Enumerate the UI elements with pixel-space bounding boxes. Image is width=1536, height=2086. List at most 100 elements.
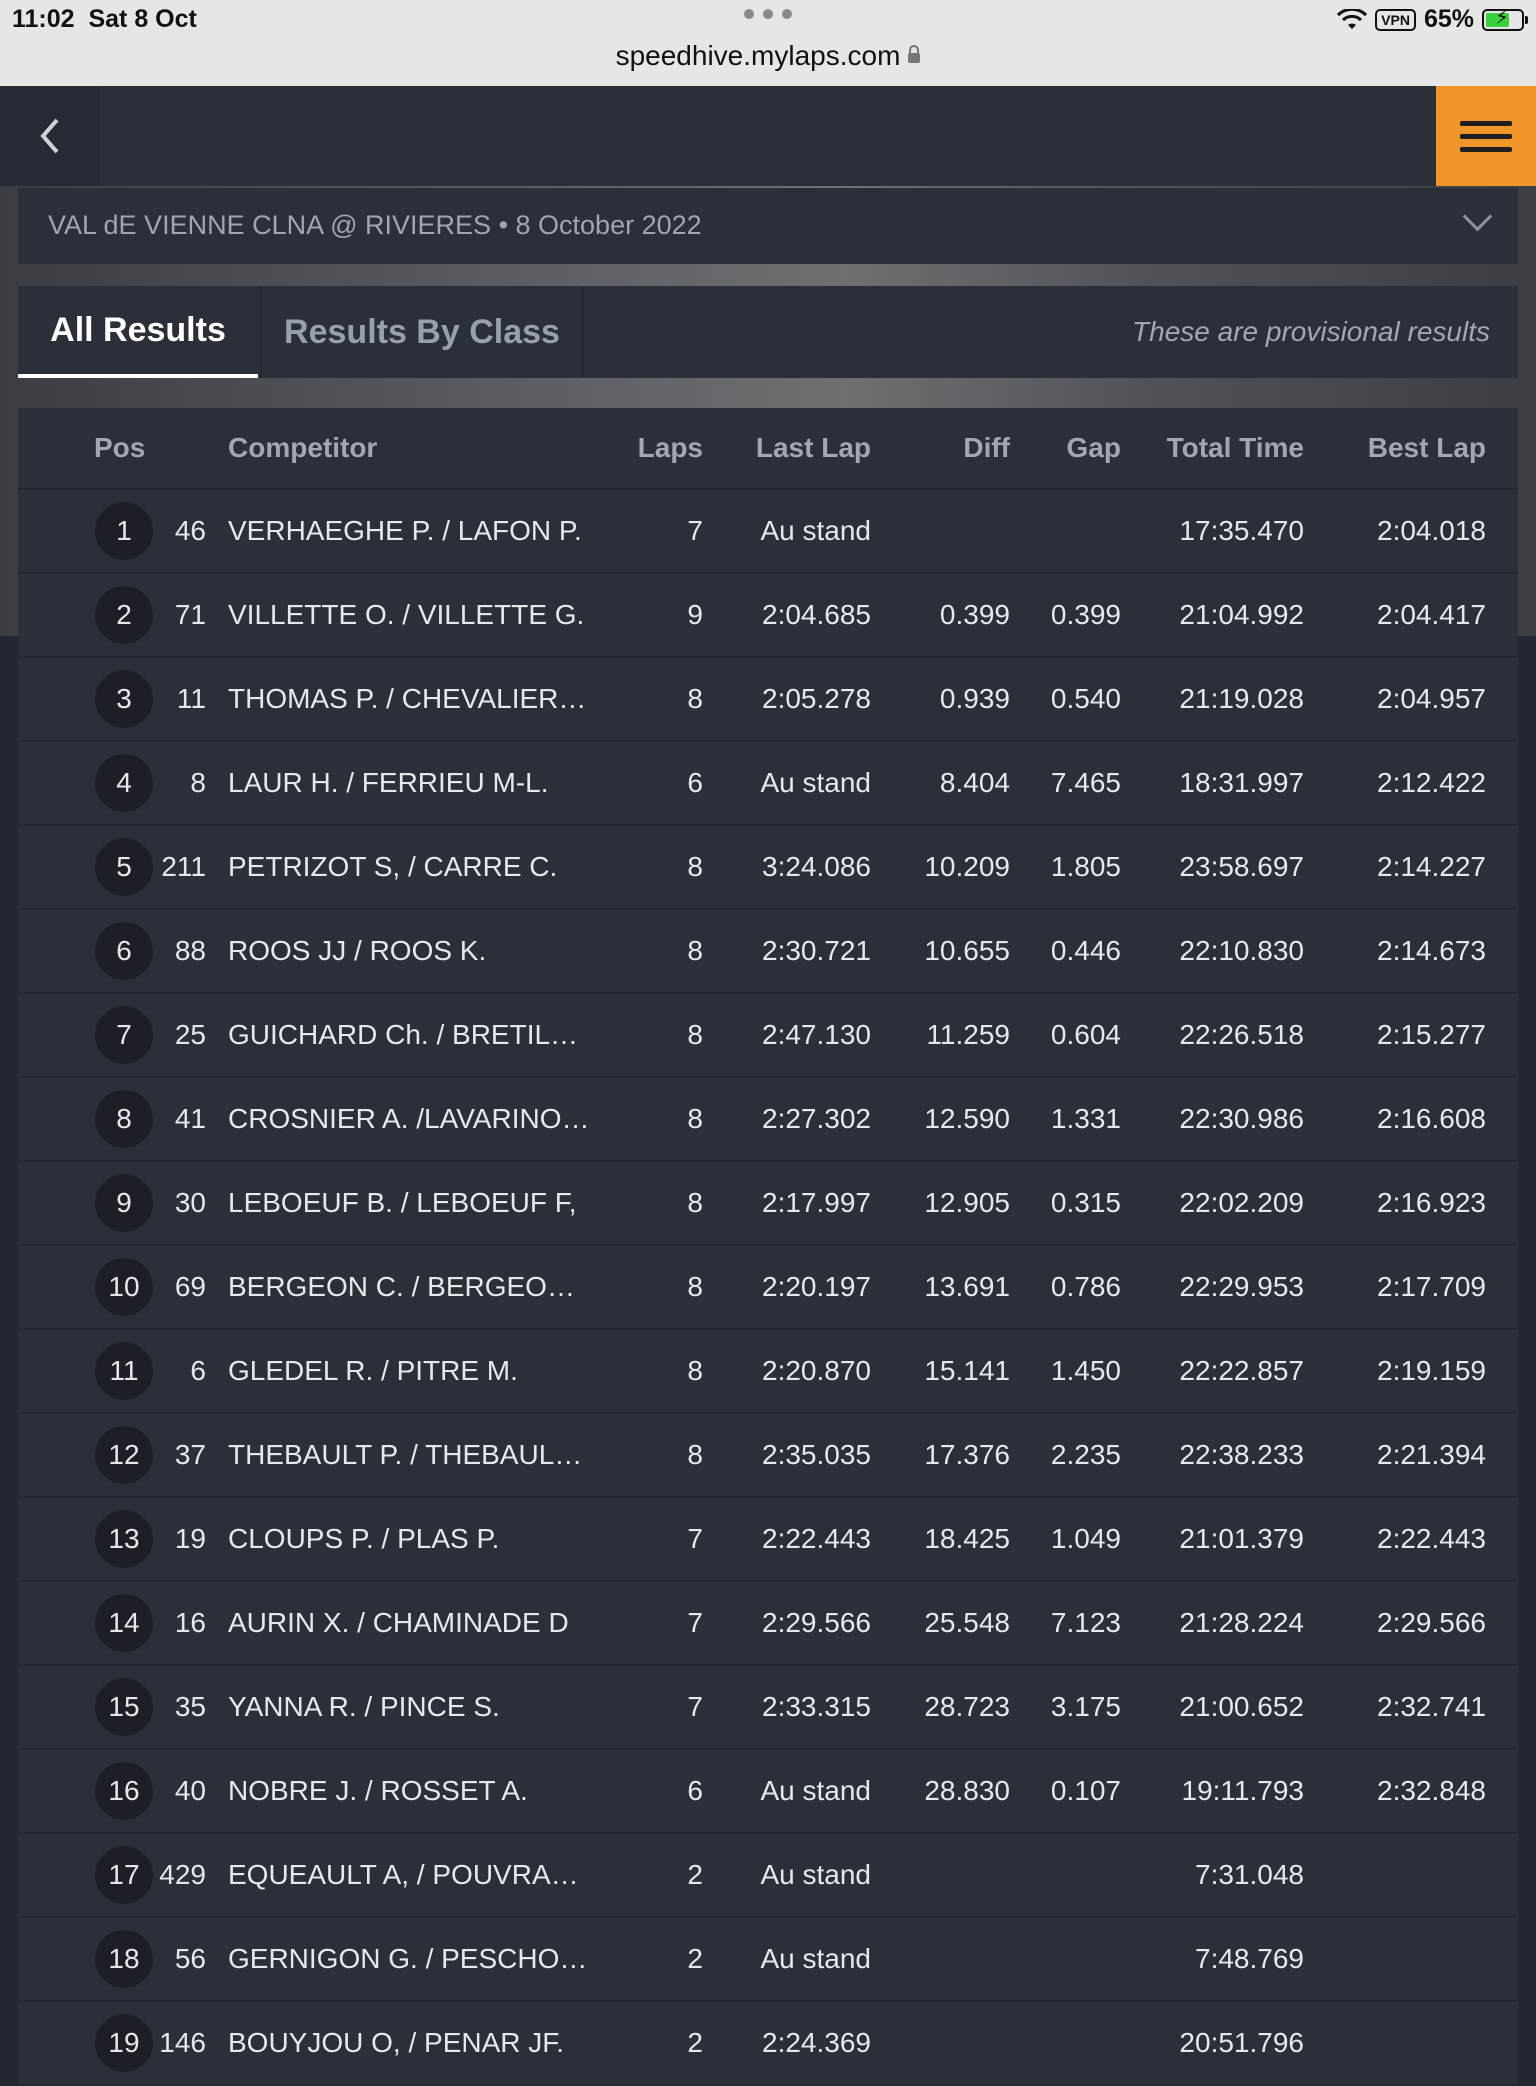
best-lap-value: 2:04.957 [1377, 683, 1486, 714]
table-row[interactable]: 13 19 CLOUPS P. / PLAS P. 7 2:22.443 18.425 1.… [18, 1498, 1518, 1582]
diff-value: 28.830 [924, 1775, 1010, 1806]
best-lap-value: 2:04.417 [1377, 599, 1486, 630]
gap-value: 0.315 [1050, 1187, 1121, 1218]
total-time-value: 23:58.697 [1179, 851, 1304, 882]
last-lap-value: 2:20.870 [762, 1355, 871, 1386]
diff-value: 28.723 [924, 1691, 1010, 1722]
table-row[interactable]: 11 6 GLEDEL R. / PITRE M. 8 2:20.870 15.141 1.… [18, 1330, 1518, 1414]
table-row[interactable]: 10 69 BERGEON C. / BERGEO… 8 2:20.197 13.691 0… [18, 1246, 1518, 1330]
diff-value: 12.590 [924, 1103, 1010, 1134]
table-row[interactable]: 3 11 THOMAS P. / CHEVALIER… 8 2:05.278 0.939 0… [18, 658, 1518, 742]
best-lap-value [1318, 1918, 1486, 2000]
position-cell: 3 [94, 658, 154, 740]
provisional-note: These are provisional results [1132, 316, 1490, 347]
position-cell: 11 [94, 1330, 154, 1412]
laps-value: 7 [687, 1691, 703, 1722]
diff-value [878, 490, 1010, 572]
position-cell: 1 [94, 490, 154, 572]
header-pos[interactable]: Pos [94, 432, 146, 463]
gap-value [1018, 1834, 1121, 1916]
laps-value: 8 [687, 683, 703, 714]
table-row[interactable]: 12 37 THEBAULT P. / THEBAUL… 8 2:35.035 17.37… [18, 1414, 1518, 1498]
car-number: 69 [174, 1271, 206, 1302]
car-number: 146 [159, 2027, 206, 2058]
last-lap-value: Au stand [760, 767, 871, 798]
header-diff[interactable]: Diff [963, 432, 1010, 463]
position-cell: 5 [94, 826, 154, 908]
table-row[interactable]: 7 25 GUICHARD Ch. / BRETIL… 8 2:47.130 11.259… [18, 994, 1518, 1078]
position-badge: 5 [95, 838, 153, 896]
back-button[interactable] [0, 86, 100, 186]
total-time-value: 22:29.953 [1179, 1271, 1304, 1302]
last-lap-value: 2:20.197 [762, 1271, 871, 1302]
total-time-value: 18:31.997 [1179, 767, 1304, 798]
table-row[interactable]: 14 16 AURIN X. / CHAMINADE D 7 2:29.566 25.54… [18, 1582, 1518, 1666]
position-cell: 18 [94, 1918, 154, 2000]
chevron-down-icon[interactable] [1462, 201, 1493, 232]
total-time-value: 7:31.048 [1195, 1859, 1304, 1890]
best-lap-value: 2:14.673 [1377, 935, 1486, 966]
table-row[interactable]: 5 211 PETRIZOT S, / CARRE C. 8 3:24.086 10.20… [18, 826, 1518, 910]
position-badge: 15 [95, 1678, 153, 1736]
table-row[interactable]: 19 146 BOUYJOU O, / PENAR JF. 2 2:24.369 20:5… [18, 2002, 1518, 2086]
table-row[interactable]: 1 46 VERHAEGHE P. / LAFON P. 7 Au stand 17:35… [18, 490, 1518, 574]
header-last-lap[interactable]: Last Lap [755, 432, 871, 463]
total-time-value: 22:02.209 [1179, 1187, 1304, 1218]
best-lap-value: 2:32.848 [1377, 1775, 1486, 1806]
header-total-time[interactable]: Total Time [1166, 432, 1304, 463]
gap-value: 7.123 [1050, 1607, 1121, 1638]
browser-status-bar: 11:02 Sat 8 Oct VPN 65% ⚡ speedhive.myla… [0, 0, 1536, 86]
header-gap[interactable]: Gap [1066, 432, 1121, 463]
top-nav [0, 86, 1536, 187]
laps-value: 8 [687, 935, 703, 966]
table-row[interactable]: 17 429 EQUEAULT A, / POUVRA… 2 Au stand 7:31.… [18, 1834, 1518, 1918]
total-time-value: 20:51.796 [1179, 2027, 1304, 2058]
last-lap-value: Au stand [760, 1943, 871, 1974]
multitasking-dots-icon[interactable] [744, 6, 792, 22]
position-badge: 10 [95, 1258, 153, 1316]
chevron-left-icon [40, 118, 59, 154]
tab-results-by-class[interactable]: Results By Class [260, 286, 584, 378]
laps-value: 6 [687, 1775, 703, 1806]
diff-value: 13.691 [924, 1271, 1010, 1302]
competitor-name: NOBRE J. / ROSSET A. [228, 1775, 528, 1806]
car-number: 56 [174, 1943, 206, 1974]
position-cell: 2 [94, 574, 154, 656]
diff-value: 11.259 [926, 1019, 1010, 1050]
table-row[interactable]: 6 88 ROOS JJ / ROOS K. 8 2:30.721 10.655 0.446… [18, 910, 1518, 994]
url-text[interactable]: speedhive.mylaps.com [615, 40, 901, 71]
tab-all-results[interactable]: All Results [18, 286, 258, 378]
table-row[interactable]: 8 41 CROSNIER A. /LAVARINO… 8 2:27.302 12.590… [18, 1078, 1518, 1162]
header-competitor[interactable]: Competitor [228, 432, 378, 463]
best-lap-value: 2:15.277 [1377, 1019, 1486, 1050]
total-time-value: 19:11.793 [1181, 1775, 1305, 1806]
url-bar[interactable]: speedhive.mylaps.com [0, 40, 1536, 72]
competitor-name: LEBOEUF B. / LEBOEUF F, [228, 1187, 577, 1218]
diff-value: 18.425 [924, 1523, 1010, 1554]
gap-value: 1.450 [1050, 1355, 1121, 1386]
table-row[interactable]: 15 35 YANNA R. / PINCE S. 7 2:33.315 28.723 3.… [18, 1666, 1518, 1750]
competitor-name: EQUEAULT A, / POUVRA… [228, 1859, 579, 1890]
header-best-lap[interactable]: Best Lap [1367, 432, 1486, 463]
table-row[interactable]: 16 40 NOBRE J. / ROSSET A. 6 Au stand 28.830 0… [18, 1750, 1518, 1834]
best-lap-value: 2:04.018 [1377, 515, 1486, 546]
header-laps[interactable]: Laps [637, 432, 703, 463]
car-number: 6 [190, 1355, 206, 1386]
table-row[interactable]: 2 71 VILLETTE O. / VILLETTE G. 9 2:04.685 0.3… [18, 574, 1518, 658]
laps-value: 8 [687, 1439, 703, 1470]
last-lap-value: 2:30.721 [762, 935, 871, 966]
position-cell: 6 [94, 910, 154, 992]
table-row[interactable]: 4 8 LAUR H. / FERRIEU M-L. 6 Au stand 8.404 7.… [18, 742, 1518, 826]
menu-button[interactable] [1436, 86, 1536, 186]
competitor-name: ROOS JJ / ROOS K. [228, 935, 487, 966]
diff-value: 17.376 [924, 1439, 1010, 1470]
competitor-name: VILLETTE O. / VILLETTE G. [228, 599, 585, 630]
table-row[interactable]: 18 56 GERNIGON G. / PESCHO… 2 Au stand 7:48.7… [18, 1918, 1518, 2002]
event-selector[interactable]: VAL dE VIENNE CLNA @ RIVIERES • 8 Octobe… [18, 188, 1518, 264]
gap-value: 1.049 [1050, 1523, 1121, 1554]
table-row[interactable]: 9 30 LEBOEUF B. / LEBOEUF F, 8 2:17.997 12.90… [18, 1162, 1518, 1246]
position-cell: 14 [94, 1582, 154, 1664]
diff-value [878, 1834, 1010, 1916]
diff-value: 0.939 [939, 683, 1010, 714]
total-time-value: 7:48.769 [1195, 1943, 1304, 1974]
